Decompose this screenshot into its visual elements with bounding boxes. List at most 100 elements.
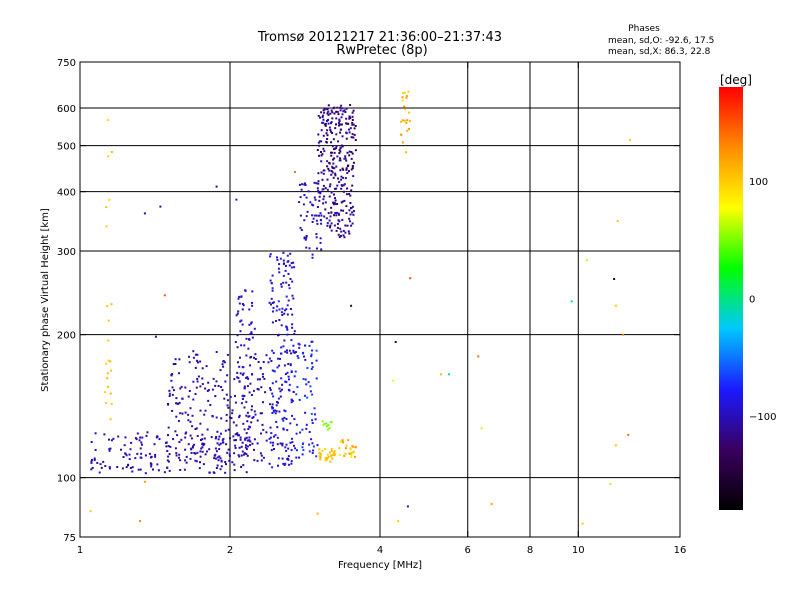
- data-point: [242, 453, 245, 456]
- data-point: [335, 214, 338, 217]
- data-point: [269, 387, 272, 390]
- data-point: [234, 401, 237, 404]
- data-point: [351, 133, 354, 136]
- data-point: [330, 170, 333, 172]
- data-point: [287, 455, 290, 458]
- data-point: [289, 363, 292, 366]
- data-point: [204, 409, 207, 412]
- data-point: [253, 438, 256, 441]
- data-point: [260, 459, 263, 462]
- data-point: [317, 133, 320, 136]
- data-point: [341, 135, 344, 138]
- data-point: [290, 370, 293, 373]
- data-point: [192, 350, 195, 353]
- data-point: [225, 443, 228, 446]
- data-point: [317, 141, 320, 144]
- data-point: [407, 90, 410, 93]
- chart-subtitle: RwPretec (8p): [336, 43, 427, 58]
- data-point: [276, 305, 279, 308]
- data-point: [296, 355, 299, 357]
- data-point: [107, 319, 110, 322]
- data-point: [260, 386, 263, 389]
- data-point: [345, 193, 348, 196]
- data-point: [271, 392, 274, 395]
- data-point: [158, 438, 161, 441]
- data-point: [190, 448, 193, 451]
- data-point: [318, 451, 321, 454]
- data-point: [291, 294, 294, 297]
- data-point: [335, 110, 338, 113]
- data-point: [261, 373, 264, 376]
- data-point: [139, 468, 142, 471]
- data-point: [248, 391, 251, 394]
- data-point: [277, 397, 280, 400]
- data-point: [302, 442, 305, 445]
- data-point: [201, 442, 204, 445]
- data-point: [339, 150, 342, 153]
- data-point: [222, 441, 225, 444]
- data-point: [120, 448, 122, 451]
- data-point: [322, 121, 325, 124]
- data-point: [125, 466, 128, 469]
- data-point: [346, 151, 349, 154]
- data-point: [254, 358, 257, 360]
- data-point: [308, 344, 311, 347]
- data-point: [288, 463, 290, 466]
- data-point: [312, 445, 315, 448]
- data-point: [233, 469, 236, 472]
- data-point: [318, 448, 321, 451]
- data-point: [249, 444, 251, 447]
- data-point: [272, 352, 275, 354]
- data-point: [249, 440, 252, 443]
- data-point: [262, 375, 264, 378]
- data-point: [283, 416, 286, 419]
- data-point: [344, 177, 347, 180]
- data-point: [319, 456, 322, 458]
- data-point: [284, 380, 287, 383]
- data-point: [108, 447, 111, 450]
- data-point: [139, 436, 142, 439]
- data-point: [317, 180, 320, 183]
- data-point: [254, 413, 257, 416]
- data-point: [247, 377, 250, 380]
- data-point: [260, 454, 263, 457]
- data-point: [236, 433, 238, 436]
- data-point: [246, 385, 249, 388]
- data-point: [302, 378, 305, 380]
- data-point: [286, 457, 289, 460]
- data-point: [240, 344, 243, 347]
- data-point: [330, 456, 333, 459]
- data-point: [219, 442, 222, 445]
- data-point: [311, 452, 314, 454]
- data-point: [340, 175, 343, 178]
- data-point: [237, 377, 240, 380]
- data-point: [340, 144, 343, 147]
- data-point: [338, 220, 341, 223]
- data-point: [316, 187, 319, 190]
- data-point: [285, 449, 288, 452]
- data-point: [105, 362, 108, 365]
- data-point: [289, 308, 292, 310]
- data-point: [313, 407, 316, 410]
- data-point: [193, 452, 196, 454]
- data-point: [159, 205, 162, 208]
- data-point: [311, 221, 314, 223]
- data-point: [269, 255, 272, 258]
- data-point: [319, 453, 322, 455]
- data-point: [231, 412, 234, 415]
- data-point: [317, 182, 320, 185]
- x-tick-label: 4: [377, 545, 383, 556]
- data-point: [342, 234, 345, 237]
- data-point: [225, 393, 228, 396]
- data-point: [167, 445, 170, 448]
- data-point: [268, 462, 271, 465]
- data-point: [251, 304, 254, 307]
- data-point: [290, 462, 293, 465]
- data-point: [284, 446, 287, 449]
- data-point: [191, 414, 194, 417]
- data-point: [334, 203, 337, 206]
- data-point: [329, 129, 332, 131]
- data-point: [190, 451, 193, 454]
- data-point: [168, 453, 171, 456]
- data-point: [226, 399, 229, 402]
